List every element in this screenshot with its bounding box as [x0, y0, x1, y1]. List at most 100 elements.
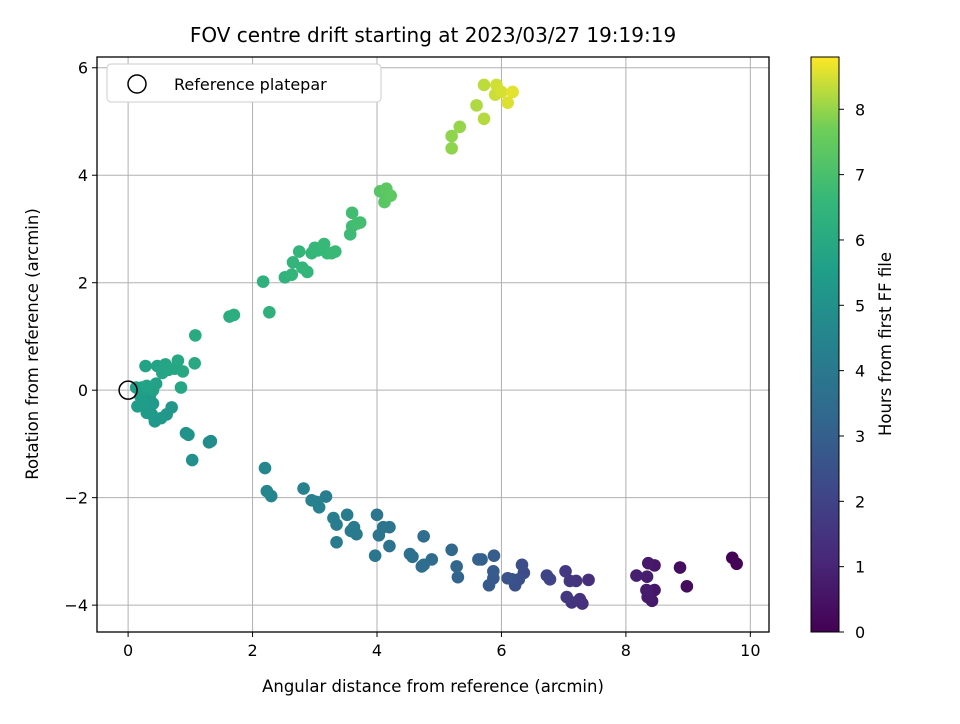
colorbar-tick-label: 3 — [855, 427, 865, 446]
data-point — [472, 553, 485, 566]
data-point — [319, 490, 333, 503]
data-point — [560, 590, 574, 604]
data-point — [256, 275, 270, 288]
colorbar-tick-label: 2 — [855, 492, 865, 511]
x-tick-label: 10 — [740, 641, 760, 660]
data-point — [202, 436, 216, 449]
data-point — [559, 564, 572, 578]
data-point — [470, 99, 483, 112]
data-point — [563, 574, 577, 588]
reference-platepar-marker — [118, 380, 138, 400]
data-point — [501, 96, 514, 109]
y-tick-label: 2 — [78, 274, 88, 293]
data-point — [370, 508, 384, 522]
y-tick-label: −4 — [64, 596, 88, 615]
colorbar-tick-label: 7 — [855, 166, 865, 185]
x-tick-label: 6 — [496, 641, 506, 660]
colorbar: 0 1 2 3 4 5 6 7 8 Hours from first FF file — [810, 56, 895, 642]
data-point — [673, 561, 687, 574]
data-point — [477, 78, 491, 92]
data-point — [368, 549, 382, 562]
data-point — [495, 85, 508, 99]
data-point — [189, 329, 202, 342]
x-tick-label: 0 — [123, 641, 133, 660]
colorbar-tick-label: 8 — [855, 100, 865, 119]
data-point — [501, 571, 514, 585]
data-point — [263, 305, 276, 319]
data-point — [453, 120, 467, 134]
data-point — [506, 85, 519, 99]
data-point — [176, 365, 190, 378]
x-axis: 0 2 4 6 8 10 — [123, 632, 761, 660]
x-tick-label: 4 — [372, 641, 382, 660]
data-point — [384, 189, 397, 202]
data-point — [445, 129, 458, 143]
data-point — [417, 530, 430, 543]
data-point — [285, 268, 299, 281]
colorbar-ticks: 0 1 2 3 4 5 6 7 8 — [839, 100, 865, 642]
data-point — [383, 539, 396, 553]
colorbar-tick-label: 4 — [855, 362, 865, 381]
data-point — [305, 494, 318, 507]
data-point — [640, 583, 653, 597]
y-tick-label: 6 — [78, 59, 88, 78]
data-point — [327, 511, 340, 525]
data-point — [179, 426, 193, 440]
data-point — [445, 543, 458, 557]
data-point — [140, 379, 154, 393]
x-tick-label: 8 — [621, 641, 631, 660]
data-point — [330, 535, 343, 549]
data-point — [450, 560, 463, 573]
data-point — [227, 308, 241, 322]
data-point — [340, 508, 354, 522]
data-point — [139, 359, 152, 373]
data-point — [445, 142, 458, 155]
legend: Reference platepar — [106, 63, 382, 103]
plot-frame — [96, 56, 770, 633]
data-point — [188, 357, 201, 370]
data-point — [582, 573, 595, 587]
grid — [97, 57, 769, 632]
data-point — [482, 578, 496, 592]
data-point — [415, 560, 429, 573]
data-point — [403, 547, 417, 561]
data-point — [258, 461, 272, 475]
legend-entry-reference-platepar: Reference platepar — [174, 75, 327, 94]
data-point — [730, 557, 743, 571]
data-point — [630, 569, 643, 582]
data-point — [515, 558, 529, 572]
data-point — [345, 206, 359, 220]
colorbar-tick-label: 5 — [855, 296, 865, 315]
data-point — [131, 399, 144, 413]
x-axis-label: Angular distance from reference (arcmin) — [262, 677, 604, 696]
colorbar-tick-label: 1 — [855, 558, 865, 577]
data-point — [641, 556, 655, 570]
chart-title: FOV centre drift starting at 2023/03/27 … — [190, 23, 676, 47]
data-point — [540, 569, 554, 582]
data-point — [301, 265, 314, 279]
data-point — [171, 354, 185, 367]
data-point — [185, 453, 199, 467]
data-point — [477, 112, 491, 126]
data-point — [487, 564, 500, 578]
data-point — [640, 570, 654, 583]
data-point — [329, 245, 342, 258]
legend-reference-marker — [127, 74, 147, 94]
data-point — [487, 549, 501, 562]
y-tick-label: −2 — [64, 489, 88, 508]
data-point — [353, 216, 367, 229]
data-point — [680, 580, 694, 593]
data-point — [451, 570, 465, 584]
colorbar-tick-label: 6 — [855, 231, 865, 250]
data-point — [286, 255, 300, 269]
data-point — [174, 381, 188, 394]
data-points — [129, 78, 743, 610]
y-tick-label: 4 — [78, 166, 88, 185]
data-point — [260, 484, 274, 498]
colorbar-tick-label: 0 — [855, 623, 865, 642]
y-tick-label: 0 — [78, 381, 88, 400]
data-point — [292, 245, 306, 258]
legend-box — [106, 63, 382, 103]
y-axis: −4 −2 0 2 4 6 — [64, 59, 97, 615]
